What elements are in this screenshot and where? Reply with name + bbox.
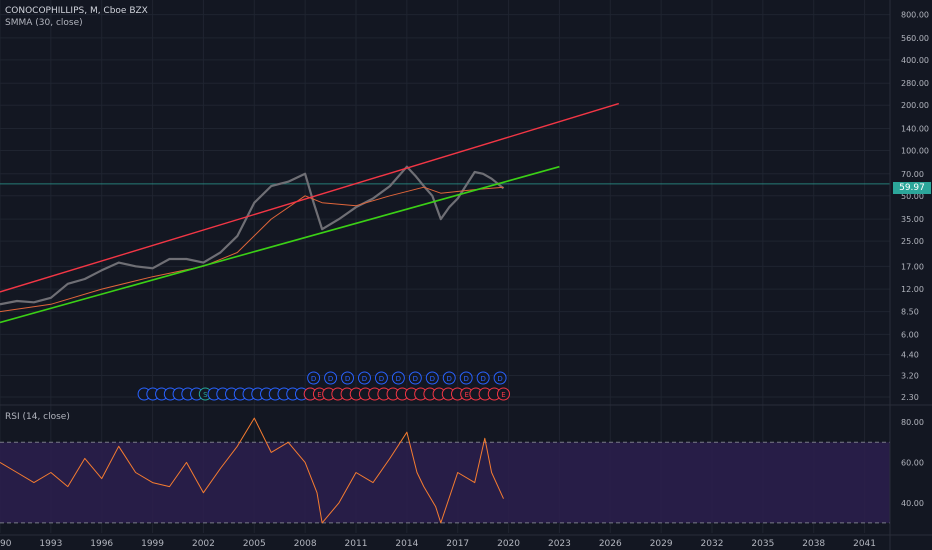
x-tick-label: 1999 bbox=[141, 539, 164, 549]
rsi-tick-label: 40.00 bbox=[901, 499, 924, 508]
y-tick-label: 3.20 bbox=[901, 371, 919, 380]
smma-legend[interactable]: SMMA (30, close) bbox=[5, 18, 83, 28]
event-marker-label: D bbox=[362, 375, 367, 383]
event-marker-label: E bbox=[317, 391, 321, 399]
event-marker bbox=[442, 371, 456, 385]
event-marker bbox=[476, 371, 490, 385]
x-tick-label: 2029 bbox=[650, 539, 673, 549]
x-tick-label: 1990 bbox=[0, 539, 12, 549]
y-tick-label: 100.00 bbox=[901, 146, 929, 155]
x-tick-label: 2017 bbox=[446, 539, 469, 549]
event-marker-label: E bbox=[464, 391, 468, 399]
x-tick-label: 2038 bbox=[802, 539, 825, 549]
event-marker-label: D bbox=[311, 375, 316, 383]
event-marker-label: E bbox=[501, 391, 505, 399]
y-tick-label: 800.00 bbox=[901, 11, 929, 20]
x-tick-label: 2005 bbox=[243, 539, 266, 549]
event-marker-label: D bbox=[396, 375, 401, 383]
series-lines bbox=[0, 102, 620, 524]
x-tick-label: 1993 bbox=[39, 539, 62, 549]
rsi-tick-label: 80.00 bbox=[901, 418, 924, 427]
y-tick-label: 280.00 bbox=[901, 79, 929, 88]
x-tick-label: 2020 bbox=[497, 539, 520, 549]
x-tick-label: 2002 bbox=[192, 539, 215, 549]
event-marker-label: D bbox=[345, 375, 350, 383]
event-marker-label: D bbox=[328, 375, 333, 383]
y-tick-label: 12.00 bbox=[901, 285, 924, 294]
event-markers: D D D D D D D D D D D D S E E E bbox=[137, 371, 510, 401]
x-tick-label: 2032 bbox=[701, 539, 724, 549]
last-price-tag: 59.97 bbox=[893, 182, 931, 194]
event-marker-label: D bbox=[463, 375, 468, 383]
event-marker bbox=[357, 371, 371, 385]
event-marker bbox=[425, 371, 439, 385]
y-tick-label: 25.00 bbox=[901, 237, 924, 246]
y-tick-label: 50.00 bbox=[901, 192, 924, 201]
y-tick-label: 8.50 bbox=[901, 308, 919, 317]
event-marker-label: D bbox=[480, 375, 485, 383]
y-tick-label: 400.00 bbox=[901, 56, 929, 65]
event-marker-label: S bbox=[203, 391, 208, 399]
symbol-title[interactable]: CONOCOPHILLIPS, M, Cboe BZX bbox=[5, 6, 148, 16]
lower-trendline bbox=[0, 165, 560, 324]
event-marker bbox=[408, 371, 422, 385]
y-tick-label: 4.40 bbox=[901, 351, 919, 360]
x-tick-label: 1996 bbox=[90, 539, 113, 549]
x-tick-label: 2011 bbox=[345, 539, 368, 549]
x-tick-label: 2023 bbox=[548, 539, 571, 549]
rsi-line bbox=[0, 417, 504, 524]
x-tick-label: 2026 bbox=[599, 539, 622, 549]
event-marker-label: D bbox=[430, 375, 435, 383]
y-tick-label: 35.00 bbox=[901, 215, 924, 224]
y-tick-label: 70.00 bbox=[901, 170, 924, 179]
y-tick-label: 560.00 bbox=[901, 34, 929, 43]
event-marker-label: D bbox=[413, 375, 418, 383]
event-marker bbox=[341, 371, 355, 385]
smma-line bbox=[0, 186, 504, 313]
rsi-legend[interactable]: RSI (14, close) bbox=[5, 412, 70, 422]
event-marker bbox=[493, 371, 507, 385]
y-tick-label: 200.00 bbox=[901, 101, 929, 110]
event-marker bbox=[324, 371, 338, 385]
price-line bbox=[0, 165, 505, 306]
y-tick-label: 2.30 bbox=[901, 393, 919, 402]
event-marker-label: D bbox=[379, 375, 384, 383]
y-tick-label: 140.00 bbox=[901, 125, 929, 134]
event-marker bbox=[374, 371, 388, 385]
x-tick-label: 2014 bbox=[395, 539, 418, 549]
y-tick-label: 17.00 bbox=[901, 262, 924, 271]
rsi-tick-label: 60.00 bbox=[901, 458, 924, 467]
event-marker-label: D bbox=[447, 375, 452, 383]
event-marker bbox=[391, 371, 405, 385]
event-marker-label: D bbox=[497, 375, 502, 383]
x-tick-label: 2041 bbox=[853, 539, 876, 549]
x-tick-label: 2008 bbox=[294, 539, 317, 549]
x-tick-label: 2035 bbox=[751, 539, 774, 549]
event-marker bbox=[459, 371, 473, 385]
event-marker bbox=[307, 371, 321, 385]
upper-trendline bbox=[0, 102, 620, 293]
event-marker bbox=[496, 387, 510, 401]
y-tick-label: 6.00 bbox=[901, 330, 919, 339]
